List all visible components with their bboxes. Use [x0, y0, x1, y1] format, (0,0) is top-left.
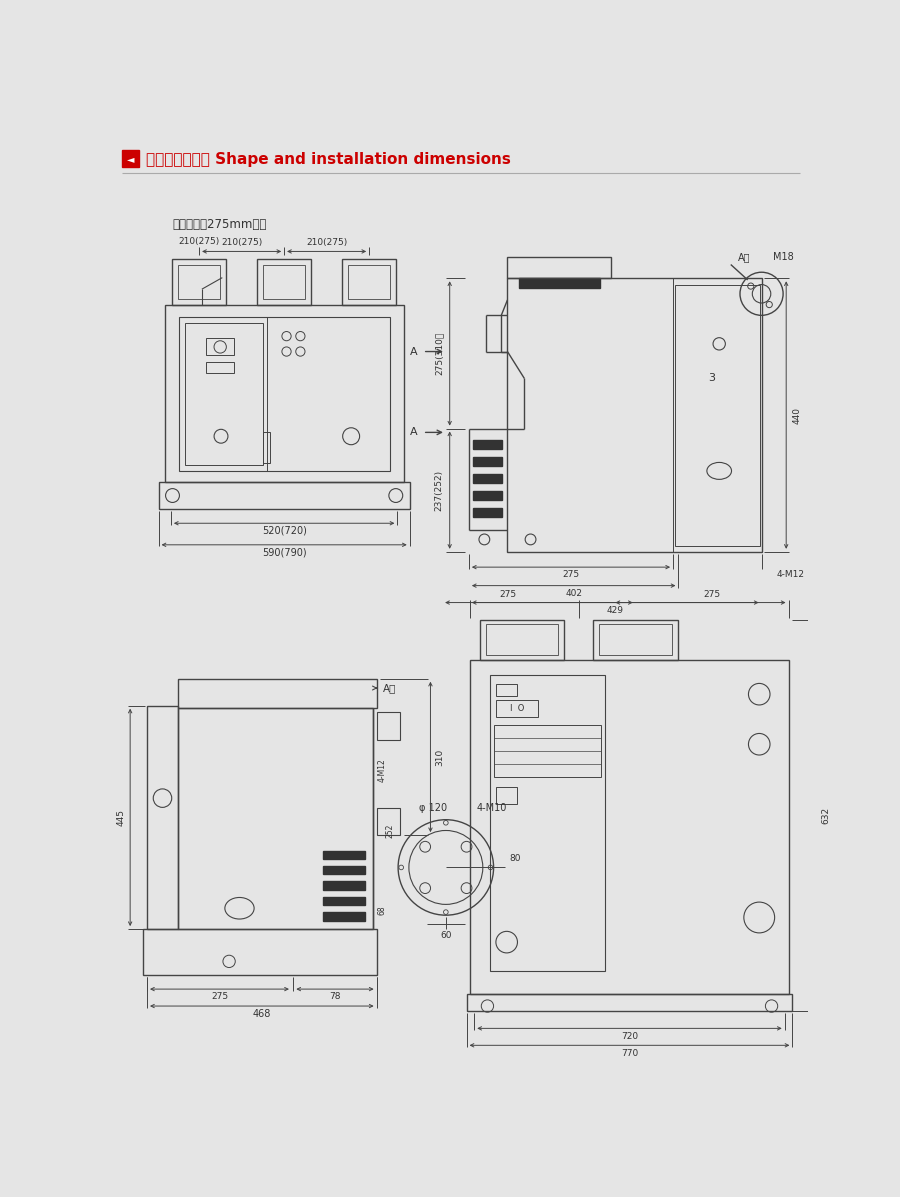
- Bar: [322, 897, 365, 905]
- Text: A向: A向: [738, 251, 751, 262]
- Text: M18: M18: [773, 251, 794, 262]
- Bar: [472, 508, 502, 517]
- Text: 275: 275: [500, 590, 517, 600]
- Bar: [178, 266, 220, 299]
- Bar: [376, 808, 400, 836]
- Bar: [496, 786, 518, 803]
- Bar: [593, 620, 678, 660]
- Bar: [206, 361, 234, 373]
- Bar: [322, 851, 365, 859]
- Bar: [264, 266, 305, 299]
- Bar: [165, 305, 403, 482]
- Text: 402: 402: [565, 589, 582, 597]
- Bar: [496, 685, 518, 695]
- Bar: [480, 620, 564, 660]
- Text: 720: 720: [621, 1032, 638, 1040]
- Text: 78: 78: [329, 992, 341, 1002]
- Bar: [179, 317, 390, 470]
- Bar: [263, 432, 270, 463]
- Bar: [342, 259, 396, 305]
- Text: 440: 440: [793, 407, 802, 424]
- Bar: [519, 279, 599, 287]
- Bar: [184, 323, 264, 464]
- Bar: [675, 285, 760, 546]
- Text: 括号内部为275mm相距: 括号内部为275mm相距: [173, 218, 267, 231]
- Bar: [376, 712, 400, 741]
- Bar: [143, 929, 376, 976]
- Bar: [472, 457, 502, 467]
- Bar: [508, 279, 761, 552]
- Bar: [599, 624, 671, 655]
- Text: 4-M12: 4-M12: [377, 758, 386, 782]
- Text: 275(310）: 275(310）: [435, 332, 444, 375]
- Bar: [178, 679, 376, 709]
- Bar: [472, 491, 502, 500]
- Bar: [490, 675, 605, 972]
- Text: A向: A向: [382, 683, 396, 693]
- Text: 4-M12: 4-M12: [777, 570, 805, 579]
- Text: 60: 60: [440, 931, 452, 940]
- Bar: [348, 266, 390, 299]
- Text: 445: 445: [116, 809, 125, 826]
- Bar: [257, 259, 311, 305]
- Bar: [472, 474, 502, 484]
- Text: 210(275): 210(275): [178, 237, 220, 245]
- Bar: [508, 257, 611, 279]
- Text: 770: 770: [621, 1049, 638, 1057]
- Text: 468: 468: [253, 1009, 271, 1019]
- Text: 275: 275: [211, 992, 228, 1002]
- Bar: [322, 865, 365, 874]
- Text: ◄: ◄: [127, 154, 135, 164]
- Text: 520(720): 520(720): [262, 525, 307, 536]
- Bar: [172, 259, 226, 305]
- Bar: [472, 440, 502, 449]
- Text: 252: 252: [385, 824, 394, 838]
- Bar: [322, 912, 365, 920]
- Text: 210(275): 210(275): [306, 238, 347, 247]
- Text: φ 120: φ 120: [418, 803, 447, 813]
- Bar: [122, 150, 140, 166]
- Text: 590(790): 590(790): [262, 547, 307, 558]
- Text: 632: 632: [822, 807, 831, 824]
- Text: 外形及安装尺峸 Shape and installation dimensions: 外形及安装尺峸 Shape and installation dimension…: [146, 152, 510, 166]
- Text: 68: 68: [377, 905, 386, 915]
- Text: 275: 275: [562, 570, 580, 579]
- Bar: [493, 725, 601, 777]
- Bar: [496, 699, 538, 717]
- Bar: [206, 339, 234, 356]
- Bar: [322, 881, 365, 889]
- Text: 237(252): 237(252): [435, 469, 444, 511]
- Bar: [466, 995, 792, 1011]
- Text: 80: 80: [509, 853, 521, 863]
- Text: 310: 310: [436, 748, 445, 766]
- Text: I  O: I O: [509, 704, 524, 712]
- Text: 429: 429: [607, 606, 624, 615]
- Text: 275: 275: [704, 590, 721, 600]
- Text: A: A: [410, 347, 418, 357]
- Text: 210(275): 210(275): [221, 238, 262, 247]
- Text: 3: 3: [708, 373, 715, 383]
- Text: A: A: [410, 427, 418, 437]
- Bar: [158, 482, 410, 510]
- Bar: [147, 706, 178, 929]
- Bar: [486, 624, 558, 655]
- Bar: [471, 660, 788, 995]
- Bar: [178, 709, 373, 929]
- Text: 4-M10: 4-M10: [477, 803, 507, 813]
